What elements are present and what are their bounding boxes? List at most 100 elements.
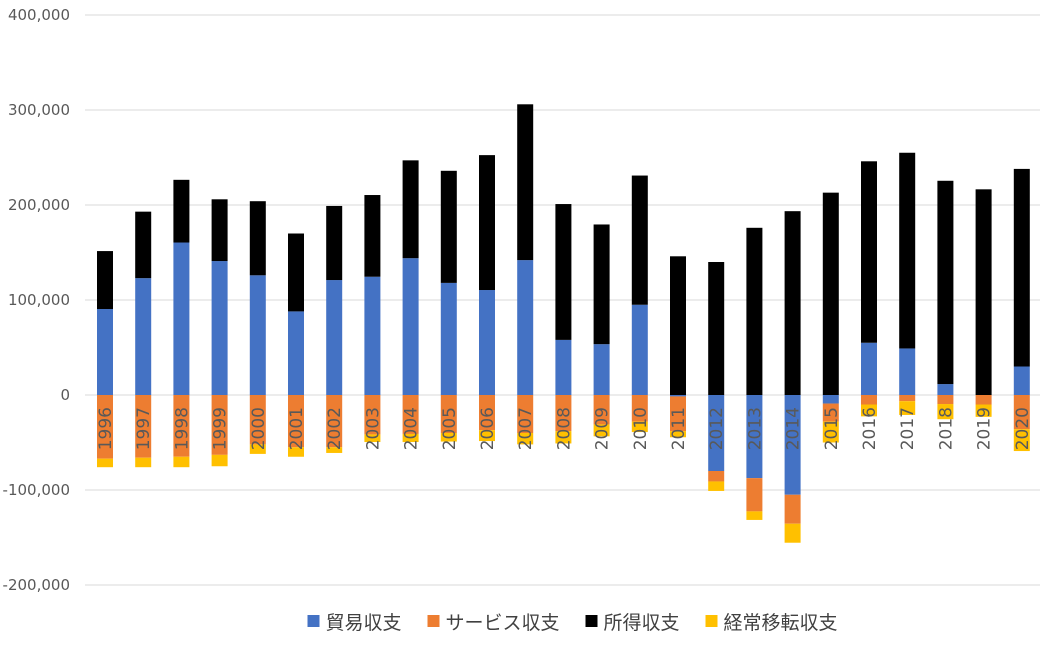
- bar-segment: [97, 309, 113, 395]
- legend-swatch: [307, 615, 320, 627]
- bar-segment: [173, 456, 190, 468]
- x-tick-label: 2018: [936, 407, 956, 450]
- x-tick-label: 2012: [707, 407, 727, 450]
- x-tick-label: 2004: [402, 407, 422, 450]
- bar-segment: [249, 275, 266, 395]
- y-tick-label: 300,000: [8, 101, 70, 119]
- bar-segment: [211, 454, 228, 467]
- legend-label: 所得収支: [604, 612, 680, 634]
- legend-item: 所得収支: [585, 612, 680, 634]
- bar-segment: [822, 403, 839, 422]
- bar-segment: [135, 395, 152, 458]
- x-tick-label: 2003: [363, 407, 383, 450]
- x-tick-label: 2008: [554, 407, 574, 450]
- bar-segment: [402, 433, 419, 443]
- x-tick-label: 2013: [745, 407, 765, 450]
- bar-segment: [517, 260, 534, 395]
- x-tick-label: 2020: [1013, 407, 1033, 450]
- x-tick-label: 2009: [593, 407, 613, 450]
- x-tick-label: 2007: [516, 407, 536, 450]
- x-tick-label: 2015: [822, 407, 842, 450]
- bar-segment: [364, 195, 381, 277]
- bar-segment: [746, 478, 763, 512]
- x-tick-label: 2001: [287, 407, 307, 450]
- x-tick-label: 1996: [96, 407, 116, 450]
- bar-segment: [288, 311, 304, 395]
- bar-segment: [288, 233, 304, 312]
- bar-segment: [517, 395, 534, 433]
- bar-segment: [899, 152, 916, 349]
- bar-segment: [822, 192, 839, 395]
- bar-segment: [937, 180, 954, 385]
- x-tick-label: 1999: [211, 407, 231, 450]
- bar-segment: [631, 304, 648, 395]
- legend-swatch: [585, 615, 598, 627]
- bar-segment: [249, 395, 266, 445]
- bar-segment: [1013, 168, 1030, 367]
- bar-segment: [249, 201, 266, 276]
- bar-segment: [364, 395, 381, 435]
- bar-segment: [517, 104, 534, 261]
- y-tick-label: 0: [60, 386, 70, 404]
- legend-item: サービス収支: [427, 612, 560, 634]
- bar-segment: [326, 395, 343, 448]
- bar-segment: [899, 401, 916, 415]
- bar-segment: [173, 242, 190, 395]
- bar-segment: [173, 179, 190, 243]
- x-tick-label: 2016: [860, 407, 880, 450]
- bar-segment: [135, 457, 152, 468]
- bar-segment: [135, 211, 152, 279]
- bar-segment: [861, 342, 877, 395]
- bar-segment: [440, 170, 457, 283]
- y-tick-label: 400,000: [8, 6, 70, 24]
- x-tick-label: 2019: [975, 407, 995, 450]
- bar-segment: [364, 276, 381, 395]
- legend-swatch: [427, 615, 440, 627]
- bar-segment: [784, 395, 801, 495]
- bars: [97, 104, 1030, 543]
- bar-segment: [479, 430, 495, 442]
- bar-segment: [555, 339, 572, 395]
- legend-label: 貿易収支: [326, 612, 402, 634]
- bar-segment: [746, 227, 763, 395]
- bar-segment: [975, 189, 992, 395]
- bar-segment: [211, 261, 228, 395]
- bar-segment: [593, 344, 610, 395]
- bar-segment: [670, 396, 686, 432]
- bar-segment: [326, 280, 343, 395]
- bar-segment: [631, 175, 648, 305]
- bar-segment: [861, 161, 877, 343]
- bar-segment: [479, 155, 495, 291]
- bar-segment: [135, 278, 152, 395]
- bar-segment: [211, 395, 228, 455]
- bar-segment: [326, 205, 343, 281]
- bar-segment: [899, 348, 916, 395]
- bar-segment: [1013, 429, 1030, 452]
- bar-segment: [861, 395, 877, 405]
- bar-segment: [975, 395, 992, 405]
- bar-segment: [937, 404, 954, 420]
- bar-segment: [555, 204, 572, 340]
- bar-segment: [784, 523, 801, 543]
- bar-segment: [784, 494, 801, 524]
- bar-segment: [326, 447, 343, 453]
- bar-segment: [593, 395, 610, 425]
- bar-segment: [288, 395, 304, 448]
- legend-swatch: [705, 615, 718, 627]
- legend-label: 経常移転収支: [724, 612, 838, 634]
- bar-segment: [631, 421, 648, 433]
- y-tick-label: -100,000: [3, 481, 70, 499]
- bar-segment: [173, 395, 190, 457]
- bar-segment: [1013, 366, 1030, 395]
- legend-item: 経常移転収支: [705, 612, 838, 634]
- bar-segment: [249, 444, 266, 454]
- x-tick-label: 2011: [669, 407, 689, 450]
- bar-segment: [593, 224, 610, 345]
- bar-segment: [975, 404, 992, 417]
- bar-segment: [402, 258, 419, 395]
- bar-segment: [97, 395, 113, 459]
- bar-segment: [97, 458, 113, 468]
- bar-segment: [211, 199, 228, 262]
- x-axis-tick-labels: 1996 1997 1998 1999 2000 2001 2002 2003 2004 2005…: [96, 407, 1033, 450]
- bar-segment: [364, 434, 381, 443]
